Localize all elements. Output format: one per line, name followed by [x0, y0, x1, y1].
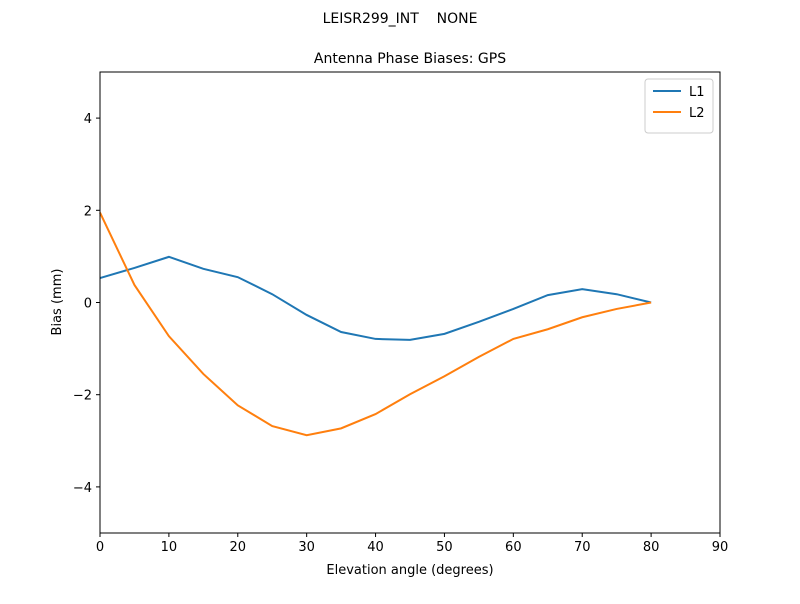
axes-frame [99, 71, 721, 534]
chart-title: Antenna Phase Biases: GPS [314, 51, 506, 67]
line-series [99, 212, 652, 437]
x-tick-label: 70 [574, 540, 591, 555]
legend-box [644, 78, 714, 134]
y-axis-label: Bias (mm) [50, 269, 65, 336]
x-tick-label: 90 [712, 540, 729, 555]
y-tick-label: 4 [84, 112, 92, 127]
y-tick-label: −4 [73, 481, 92, 496]
y-tick-label: −2 [73, 389, 92, 404]
x-tick-label: 60 [505, 540, 522, 555]
x-tick-label: 20 [230, 540, 247, 555]
x-tick-label: 30 [298, 540, 315, 555]
legend-label: L2 [689, 106, 705, 121]
suptitle: LEISR299_INT NONE [323, 11, 478, 27]
x-tick-label: 10 [161, 540, 178, 555]
line-series [99, 255, 652, 341]
y-tick-label: 0 [84, 297, 92, 312]
x-axis-label: Elevation angle (degrees) [326, 563, 493, 578]
y-tick-label: 2 [84, 204, 92, 219]
x-tick-label: 80 [643, 540, 660, 555]
x-tick-label: 40 [367, 540, 384, 555]
legend-label: L1 [689, 85, 705, 100]
x-tick-label: 0 [96, 540, 104, 555]
x-tick-label: 50 [436, 540, 453, 555]
